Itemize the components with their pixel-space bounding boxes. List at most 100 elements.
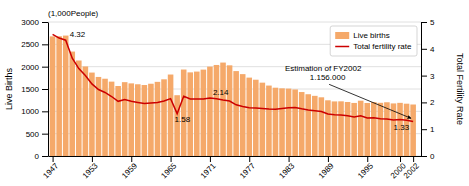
bar — [207, 67, 213, 156]
tick-label: 1000 — [21, 107, 39, 116]
tick-label: 1995 — [356, 161, 375, 180]
y2-axis: 0 1 2 3 4 5 — [421, 18, 435, 161]
tick: 2002 — [402, 156, 421, 180]
tick: 1995 — [356, 156, 375, 180]
bar — [155, 82, 161, 156]
tick-label: 4 — [430, 45, 435, 54]
tick-mark — [421, 49, 427, 50]
bar — [305, 94, 311, 156]
tick-label: 2500 — [21, 40, 39, 49]
bar — [148, 84, 154, 156]
tick: 0 — [421, 152, 435, 161]
tick: 4 — [421, 45, 435, 54]
tick-mark — [42, 22, 48, 23]
tick-label: 3000 — [21, 18, 39, 27]
bar — [50, 36, 56, 156]
legend-label: Total fertility rate — [353, 42, 412, 51]
value-annotation: 1.33 — [394, 123, 410, 132]
bar — [338, 101, 344, 156]
tick-label: 1953 — [81, 161, 100, 180]
y-axis: 0 500 1000 1500 2000 2500 3000 — [21, 18, 48, 161]
tick: 1000 — [21, 107, 48, 116]
bar — [174, 95, 180, 156]
tick-label: 2002 — [402, 161, 421, 180]
tick: 500 — [26, 130, 48, 139]
tick-label: 1971 — [199, 161, 218, 180]
bar — [168, 75, 174, 156]
tick: 3 — [421, 72, 435, 81]
bar — [378, 103, 384, 156]
bar — [273, 88, 279, 156]
tick-mark — [42, 44, 48, 45]
bar — [384, 102, 390, 156]
annotation: Estimation of FY2002 1.156.000 — [285, 64, 362, 82]
tick-label: 1989 — [317, 161, 336, 180]
bar — [371, 102, 377, 156]
bar — [345, 102, 351, 156]
bar — [181, 70, 187, 156]
bar — [187, 72, 193, 156]
bar — [128, 83, 134, 156]
tick-label: 1959 — [120, 161, 139, 180]
tick: 1947 — [41, 156, 60, 180]
tick: 3000 — [21, 18, 48, 27]
tick-mark — [42, 134, 48, 135]
tick-mark — [421, 102, 427, 103]
bar — [161, 79, 167, 156]
bar — [364, 103, 370, 156]
bar — [312, 96, 318, 156]
bar — [292, 89, 298, 156]
legend-box — [330, 26, 417, 56]
tick: 1971 — [199, 156, 218, 180]
bar — [240, 74, 246, 156]
bar — [56, 36, 62, 156]
value-annotation: 4.32 — [70, 30, 86, 39]
tick: 1500 — [21, 85, 48, 94]
bar — [142, 85, 148, 156]
tick: 1989 — [317, 156, 336, 180]
tick: 1977 — [238, 156, 257, 180]
tick-label: 1 — [430, 125, 435, 134]
legend-item: Live births — [335, 31, 389, 40]
tick-mark — [42, 156, 48, 157]
x-axis: 1947195319591965197119771983198919952000… — [41, 156, 421, 180]
bar — [220, 63, 226, 156]
tick: 5 — [421, 18, 435, 27]
tick-label: 2 — [430, 98, 435, 107]
bar — [76, 61, 82, 156]
bar — [358, 101, 364, 156]
unit-label: (1,000People) — [48, 9, 99, 18]
bar — [194, 72, 200, 156]
y-axis-line — [48, 23, 49, 157]
bar — [214, 65, 220, 156]
tick-label: 1965 — [159, 161, 178, 180]
y2-axis-title: Total Fertility Rate — [455, 53, 465, 125]
value-annotation: 1.58 — [175, 115, 191, 124]
tick: 2 — [421, 98, 435, 107]
tick: 1959 — [120, 156, 139, 180]
tick: 0 — [35, 152, 48, 161]
bar — [201, 70, 207, 156]
legend-swatch — [335, 32, 349, 39]
tick-label: 1500 — [21, 85, 39, 94]
value-annotation: 2.14 — [213, 88, 229, 97]
tick-label: 1947 — [41, 161, 60, 180]
bar — [115, 86, 121, 156]
line — [53, 34, 414, 121]
bar — [122, 82, 128, 156]
tick-mark — [42, 67, 48, 68]
legend-swatch — [335, 46, 349, 48]
tick-mark — [421, 156, 427, 157]
tick: 2000 — [21, 63, 48, 72]
tick-mark — [421, 76, 427, 77]
tick-mark — [421, 129, 427, 130]
tick: 1 — [421, 125, 435, 134]
tick: 1953 — [81, 156, 100, 180]
legend: Live births Total fertility rate — [330, 26, 417, 56]
bar — [102, 79, 108, 156]
grid — [48, 22, 421, 156]
tick-label: 2000 — [21, 63, 39, 72]
bar — [69, 52, 75, 156]
tick-label: 1983 — [277, 161, 296, 180]
bar — [332, 101, 338, 156]
